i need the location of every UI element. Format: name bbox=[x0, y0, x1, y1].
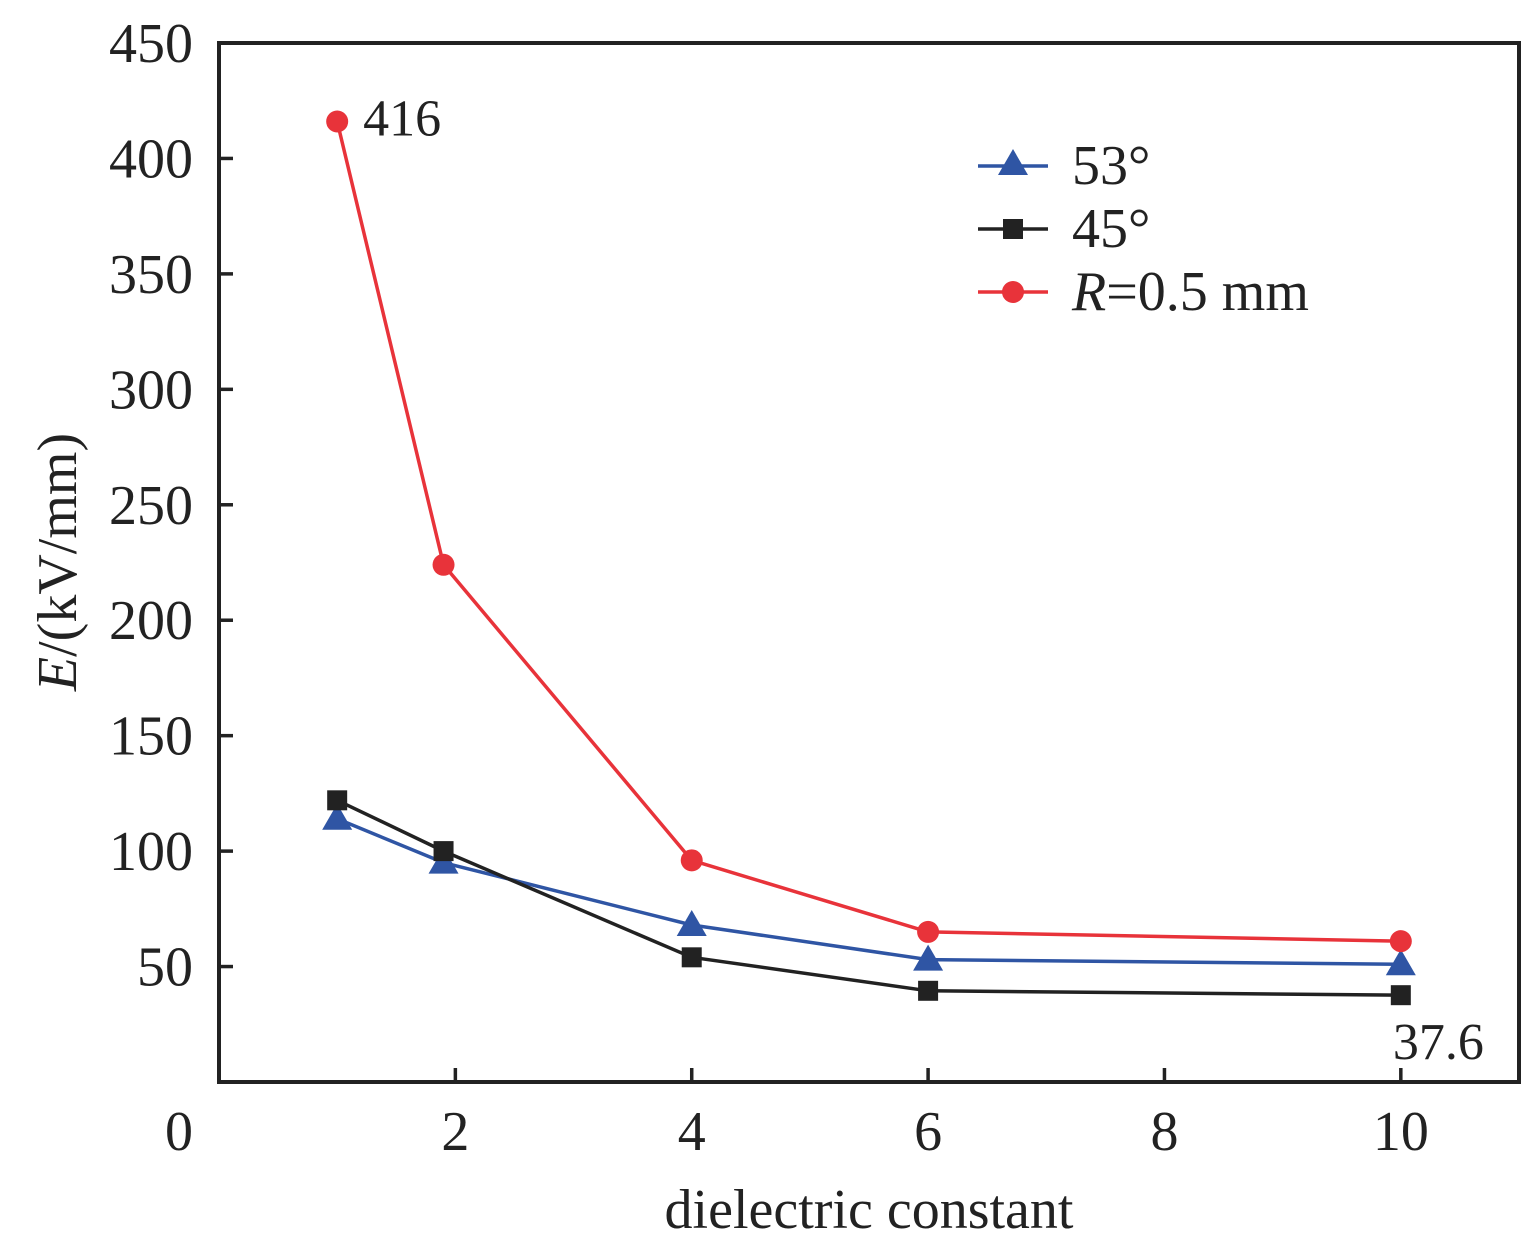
legend-label-r05-rest: =0.5 mm bbox=[1106, 261, 1309, 323]
x-axis-title: dielectric constant bbox=[665, 1179, 1074, 1241]
data-point-triangle bbox=[1385, 949, 1416, 976]
data-point-square bbox=[433, 841, 454, 862]
data-point-square bbox=[681, 947, 702, 968]
y-tick-label: 100 bbox=[109, 821, 193, 883]
y-tick-label: 450 bbox=[109, 13, 193, 75]
data-label-annotation: 37.6 bbox=[1393, 1014, 1484, 1071]
series-line-2 bbox=[335, 121, 1401, 943]
y-tick-label: 250 bbox=[109, 475, 193, 537]
legend-label-r05: R=0.5 mm bbox=[1071, 261, 1309, 323]
legend: 53° 45° R=0.5 mm bbox=[978, 135, 1309, 323]
plot-frame bbox=[217, 41, 1521, 1084]
legend-label-53: 53° bbox=[1072, 135, 1150, 197]
series-lines bbox=[335, 121, 1401, 997]
data-point-square bbox=[327, 790, 348, 811]
tick-labels: 0 2 4 6 8 10 50 100 150 200 250 300 350 400 450 bbox=[109, 13, 1429, 1163]
x-tick-label: 2 bbox=[441, 1101, 469, 1163]
data-point-triangle bbox=[676, 909, 707, 936]
series-line-1 bbox=[336, 798, 1401, 997]
y-axis-title-symbol: E bbox=[27, 657, 89, 692]
annotations: 416 37.6 bbox=[363, 91, 1484, 1072]
series-line-0 bbox=[336, 817, 1401, 966]
y-tick-label: 400 bbox=[109, 128, 193, 190]
axis-ticks bbox=[219, 156, 1403, 1082]
data-point-circle bbox=[680, 849, 703, 872]
legend-triangle-marker bbox=[998, 149, 1028, 175]
legend-circle-marker bbox=[1002, 281, 1024, 303]
legend-entry-53: 53° bbox=[978, 135, 1150, 197]
y-tick-label: 150 bbox=[109, 706, 193, 768]
x-tick-label: 8 bbox=[1150, 1101, 1178, 1163]
x-tick-label: 4 bbox=[678, 1101, 706, 1163]
data-point-circle bbox=[917, 920, 940, 943]
data-point-circle bbox=[326, 110, 349, 133]
series-markers bbox=[322, 110, 1416, 1006]
legend-label-45: 45° bbox=[1072, 198, 1150, 260]
data-point-square bbox=[1390, 985, 1411, 1006]
data-point-circle bbox=[1389, 930, 1412, 953]
y-tick-label: 50 bbox=[137, 937, 193, 999]
x-tick-label: 6 bbox=[914, 1101, 942, 1163]
data-point-square bbox=[918, 980, 939, 1001]
x-tick-label: 10 bbox=[1373, 1101, 1429, 1163]
y-tick-label: 300 bbox=[109, 359, 193, 421]
legend-entry-r05: R=0.5 mm bbox=[978, 261, 1309, 323]
x-tick-label: 0 bbox=[165, 1101, 193, 1163]
y-axis-title-unit: /(kV/mm) bbox=[27, 433, 89, 657]
legend-entry-45: 45° bbox=[978, 198, 1150, 260]
legend-square-marker bbox=[1003, 219, 1023, 239]
legend-label-r05-symbol: R bbox=[1071, 261, 1106, 323]
y-axis-title: E/(kV/mm) bbox=[27, 433, 89, 692]
y-tick-label: 200 bbox=[109, 590, 193, 652]
data-label-annotation: 416 bbox=[363, 91, 441, 148]
data-point-triangle bbox=[913, 944, 944, 971]
y-tick-label: 350 bbox=[109, 244, 193, 306]
data-point-triangle bbox=[322, 803, 353, 830]
data-point-circle bbox=[432, 553, 455, 576]
